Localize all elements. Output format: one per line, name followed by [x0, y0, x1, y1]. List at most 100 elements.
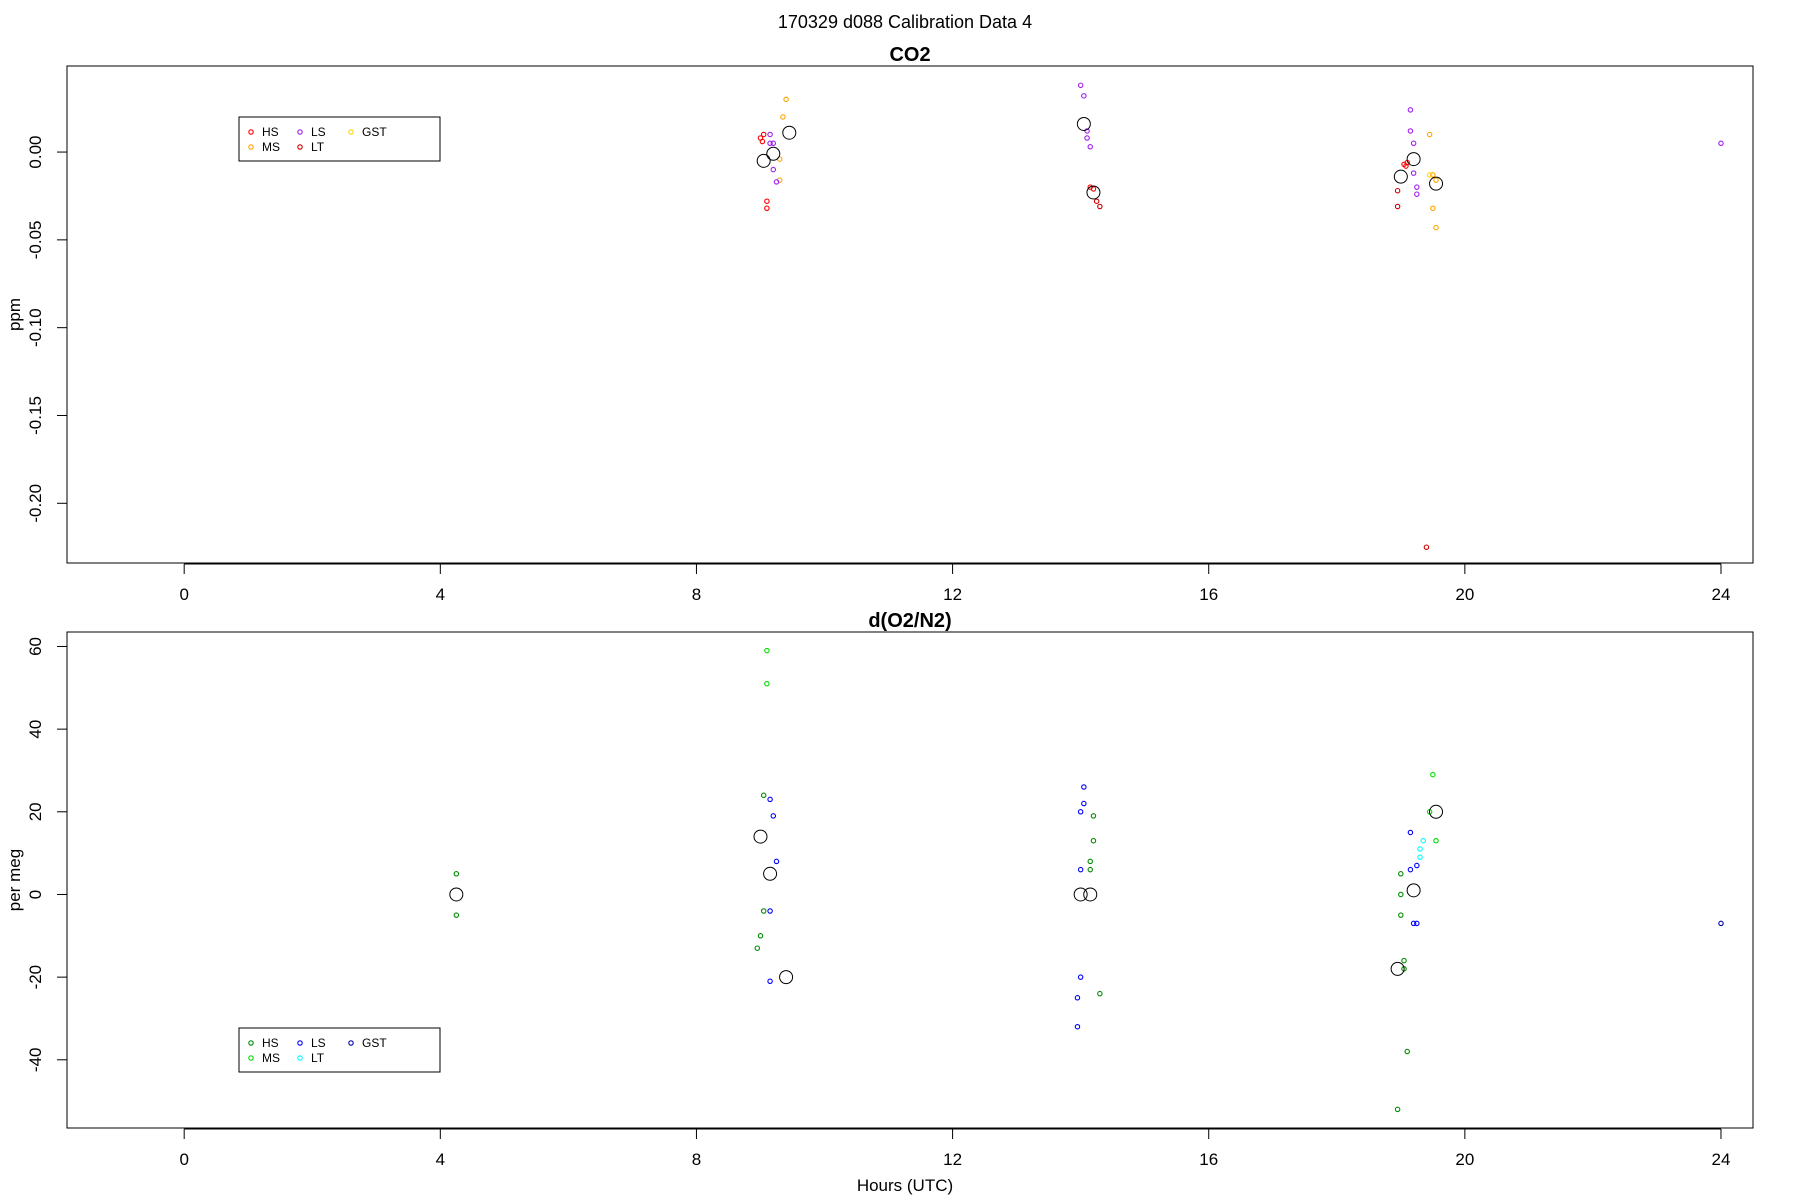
chart1-lt-point — [1420, 837, 1426, 844]
chart0-ls-point — [1407, 107, 1414, 113]
chart0-y-tick-label: -0.10 — [26, 308, 45, 347]
chart1-ls-point — [767, 908, 773, 914]
chart0-ls-point — [1414, 184, 1420, 190]
chart1-hs-point — [1404, 1048, 1410, 1055]
chart0-legend-label: LS — [311, 125, 326, 139]
chart1-hs-point — [1398, 912, 1404, 918]
chart0-ls-point — [1087, 144, 1094, 150]
chart0-ms-point — [1433, 224, 1439, 231]
chart1-legend-label: MS — [262, 1051, 280, 1065]
chart0-ls-point — [770, 166, 777, 173]
chart0-x-tick-label: 0 — [179, 585, 188, 604]
chart0-legend-marker — [248, 144, 254, 150]
chart1-legend-marker — [248, 1040, 254, 1046]
chart0-ls-point — [767, 140, 773, 147]
chart0-y-tick-label: -0.20 — [26, 484, 45, 523]
chart1-x-tick-label: 24 — [1712, 1150, 1731, 1169]
chart1-ms-point — [764, 680, 770, 687]
chart1-hs-point — [453, 912, 460, 918]
chart1-mean-point — [753, 829, 768, 844]
chart0-ls-point — [1407, 128, 1414, 134]
chart0-title: CO2 — [889, 44, 930, 66]
chart0-mean-point — [1086, 185, 1101, 200]
chart1-hs-point — [453, 871, 460, 877]
chart0-legend-label: MS — [262, 140, 280, 154]
chart0-hs-point — [1090, 186, 1097, 192]
chart1-ls-point — [770, 813, 777, 819]
chart1-title: d(O2/N2) — [868, 610, 951, 632]
chart1-lt-point — [1417, 846, 1423, 852]
chart0-y-axis-label: ppm — [5, 298, 24, 331]
chart1-hs-point — [754, 945, 761, 951]
chart1-y-tick-label: 40 — [26, 720, 45, 739]
chart1-ls-point — [767, 796, 773, 803]
chart0-ms-point — [1426, 131, 1433, 138]
chart1-ms-point — [764, 647, 770, 654]
chart1-ls-point — [1081, 784, 1087, 790]
chart1-ms-point — [1433, 837, 1439, 844]
chart1-x-tick-label: 8 — [692, 1150, 701, 1169]
chart0-ms-point — [1430, 205, 1436, 212]
chart0-y-tick-label: -0.05 — [26, 220, 45, 259]
chart0-x-tick-label: 12 — [943, 585, 962, 604]
chart0-mean-point — [1429, 176, 1444, 191]
chart1-hs-point — [1398, 891, 1404, 898]
chart1-x-tick-label: 4 — [436, 1150, 445, 1169]
chart0-x-tick-label: 4 — [436, 585, 445, 604]
chart1-y-axis-label: per meg — [5, 849, 24, 911]
chart1-gst-point — [1718, 920, 1724, 927]
chart0-hs-point — [759, 138, 766, 145]
chart1-hs-point — [1398, 871, 1404, 877]
chart1-mean-point — [1390, 961, 1405, 976]
chart0-mean-point — [756, 153, 771, 168]
o2n2-panel: d(O2/N2) 0 4 8 12 16 20 24 60 40 20 0 -20 -40 per meg H… — [5, 610, 1754, 1169]
chart1-ls-point — [1077, 974, 1084, 980]
chart0-ms-point — [1433, 177, 1439, 183]
chart1-x-tick-label: 0 — [179, 1150, 188, 1169]
chart0-legend-label: LT — [311, 140, 325, 154]
chart1-legend-marker — [248, 1055, 254, 1061]
chart1-ls-point — [1074, 1023, 1081, 1030]
chart1-ls-point — [767, 978, 773, 985]
chart0-mean-point — [766, 146, 781, 161]
chart1-hs-point — [1090, 837, 1097, 844]
chart0-legend-marker — [297, 144, 303, 150]
chart1-ls-point — [1081, 800, 1087, 807]
co2-panel: CO2 0 4 8 12 16 20 24 0.00 -0.05 -0.10 -0.15 -0.20 pp… — [5, 44, 1754, 604]
chart1-mean-point — [1429, 804, 1444, 819]
chart1-x-tick-label: 20 — [1455, 1150, 1474, 1169]
chart1-x-tick-label: 16 — [1199, 1150, 1218, 1169]
chart1-mean-point — [763, 866, 778, 881]
chart1-hs-point — [1097, 990, 1103, 997]
chart0-ls-point — [1081, 93, 1087, 99]
chart1-y-tick-label: 60 — [26, 637, 45, 656]
chart1-mean-point — [449, 887, 464, 902]
chart1-ms-point — [1430, 771, 1436, 778]
chart0-mean-point — [782, 125, 797, 140]
chart0-legend-box — [238, 116, 441, 162]
chart1-hs-point — [1087, 866, 1094, 873]
chart0-lt-point — [1097, 203, 1103, 210]
x-axis-label: Hours (UTC) — [857, 1176, 953, 1195]
chart1-legend-marker — [297, 1040, 303, 1046]
chart0-y-tick-label: 0.00 — [26, 136, 45, 169]
figure-title: 170329 d088 Calibration Data 4 — [778, 12, 1032, 32]
chart1-hs-point — [1394, 1106, 1401, 1113]
chart1-legend-label: LS — [311, 1036, 326, 1050]
chart0-ls-point — [1410, 170, 1417, 176]
chart0-lt-point — [1093, 198, 1100, 204]
chart0-mean-point — [1406, 152, 1421, 167]
chart0-x-tick-label: 16 — [1199, 585, 1218, 604]
chart1-ls-point — [1074, 995, 1081, 1001]
chart1-ls-point — [1414, 920, 1420, 927]
chart0-lt-point — [1423, 544, 1430, 550]
chart0-ls-point — [767, 131, 773, 138]
chart0-legend-marker — [297, 129, 303, 135]
chart0-gst-point — [1426, 172, 1433, 178]
chart0-legend-label: GST — [362, 125, 387, 139]
chart0-mean-point — [1393, 169, 1408, 184]
chart0-lt-point — [1394, 187, 1401, 194]
chart1-legend-marker — [297, 1055, 303, 1061]
chart0-x-tick-label: 20 — [1455, 585, 1474, 604]
